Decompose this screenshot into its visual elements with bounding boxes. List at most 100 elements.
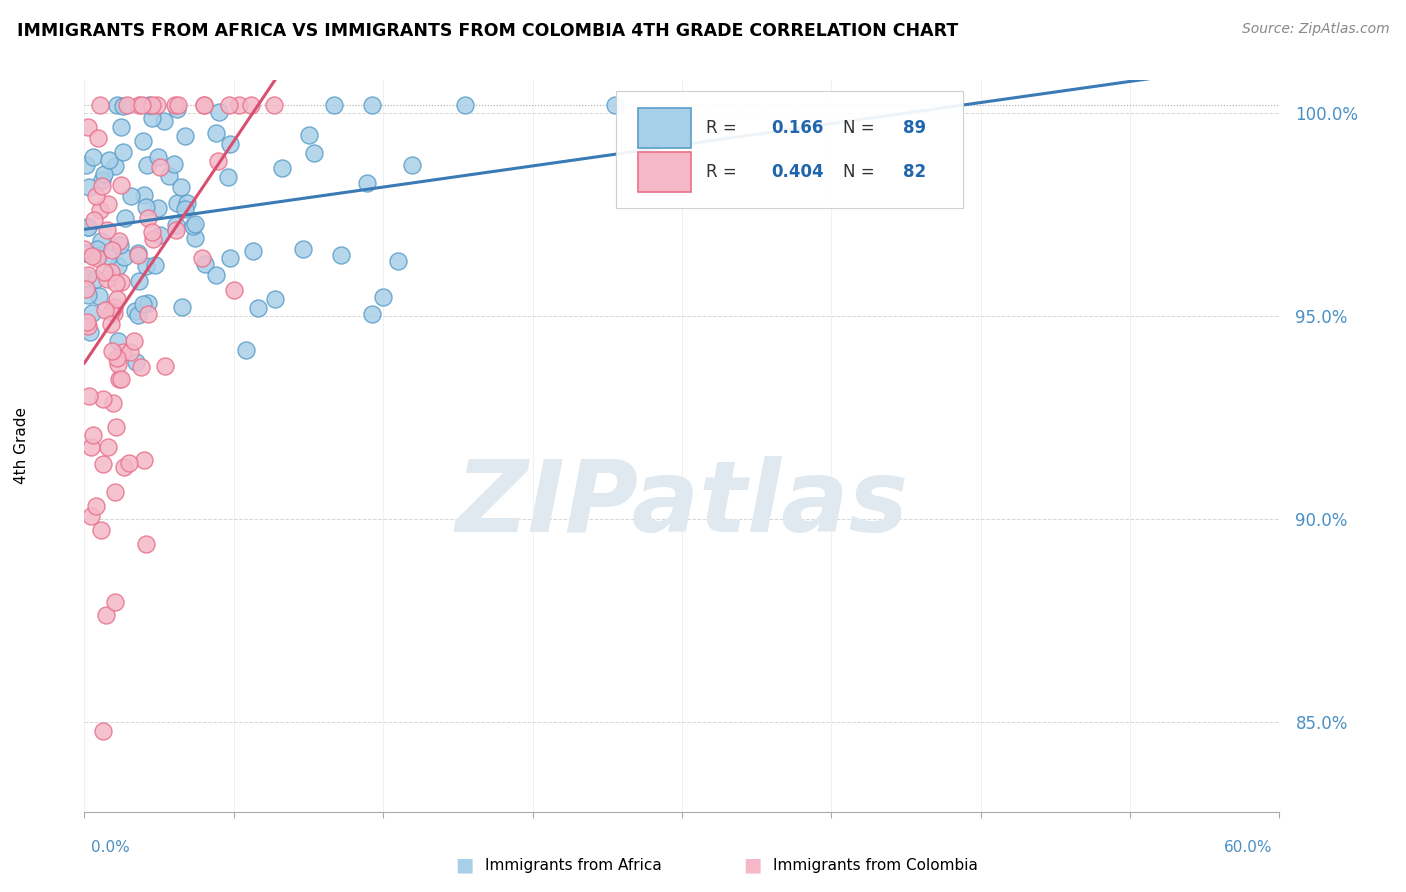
Point (153, 114, 176, 128)
Point (205, 126, 228, 140)
Point (603, 97, 626, 112)
Text: Immigrants from Colombia: Immigrants from Colombia (773, 858, 979, 872)
Point (136, 296, 159, 310)
Point (134, 188, 156, 202)
Point (218, 136, 240, 151)
Point (104, 595, 127, 609)
Point (387, 254, 409, 268)
Point (89, 202, 111, 217)
Point (169, 179, 191, 194)
Point (79, 179, 101, 194)
Point (111, 99, 134, 113)
Point (110, 372, 132, 386)
Text: N =: N = (844, 162, 875, 181)
Point (97, 196, 120, 211)
Text: 82: 82 (903, 162, 927, 181)
Point (75, 271, 97, 285)
Point (127, 308, 149, 322)
Point (222, 284, 245, 298)
Point (124, 334, 146, 348)
Point (112, 250, 135, 264)
Point (96, 272, 118, 286)
Point (174, 202, 197, 216)
Point (86, 131, 108, 145)
Point (75, 282, 97, 296)
Point (82, 150, 104, 164)
Point (100, 305, 122, 319)
Point (128, 274, 150, 288)
Point (105, 276, 128, 290)
Point (93, 265, 115, 279)
Point (167, 97, 190, 112)
Point (83, 213, 105, 227)
Point (80, 440, 103, 454)
Point (263, 97, 285, 112)
Point (76, 220, 98, 235)
Point (360, 97, 382, 112)
Point (86, 242, 108, 256)
Point (100, 344, 122, 359)
Text: 89: 89 (903, 119, 927, 136)
Point (146, 150, 169, 164)
Point (96, 441, 118, 455)
Point (218, 97, 240, 112)
Point (76, 319, 98, 334)
Point (127, 248, 149, 262)
Point (217, 170, 239, 185)
Point (373, 290, 395, 304)
Point (184, 217, 207, 231)
Point (91, 392, 114, 407)
Point (143, 258, 166, 272)
Point (166, 102, 188, 116)
Point (142, 232, 165, 246)
Point (356, 177, 378, 191)
Point (194, 257, 217, 271)
Point (139, 98, 162, 112)
Point (228, 97, 250, 112)
Point (80, 248, 103, 262)
Point (80, 509, 103, 524)
Point (96, 223, 118, 237)
Point (80, 306, 103, 320)
Point (204, 268, 226, 282)
Point (297, 128, 319, 142)
Point (127, 245, 149, 260)
Point (90, 234, 112, 248)
Point (75, 158, 97, 172)
Bar (638, 108, 692, 148)
Point (104, 159, 127, 173)
Point (184, 231, 207, 245)
Point (114, 211, 136, 226)
Text: 0.404: 0.404 (772, 162, 824, 181)
Point (103, 300, 125, 314)
Point (77, 120, 100, 135)
Point (107, 260, 129, 274)
Point (240, 97, 263, 112)
FancyBboxPatch shape (616, 91, 963, 209)
Point (149, 227, 172, 242)
Point (183, 219, 205, 233)
Text: Immigrants from Africa: Immigrants from Africa (485, 858, 662, 872)
Point (108, 238, 131, 252)
Point (246, 301, 269, 316)
Point (101, 243, 124, 257)
Point (107, 358, 129, 372)
Point (98, 153, 121, 167)
Point (86, 189, 108, 203)
Point (90, 173, 112, 187)
Point (163, 157, 186, 171)
Point (132, 296, 155, 310)
Text: 0.166: 0.166 (772, 119, 824, 136)
Point (135, 537, 157, 551)
Point (131, 97, 153, 112)
Text: ZIPatlas: ZIPatlas (456, 456, 908, 553)
Point (136, 211, 159, 226)
Point (86, 252, 108, 266)
Point (207, 153, 229, 168)
Bar (638, 152, 692, 192)
Point (454, 97, 477, 112)
Point (73, 246, 96, 260)
Point (100, 265, 122, 279)
Point (361, 307, 384, 321)
Point (124, 304, 146, 318)
